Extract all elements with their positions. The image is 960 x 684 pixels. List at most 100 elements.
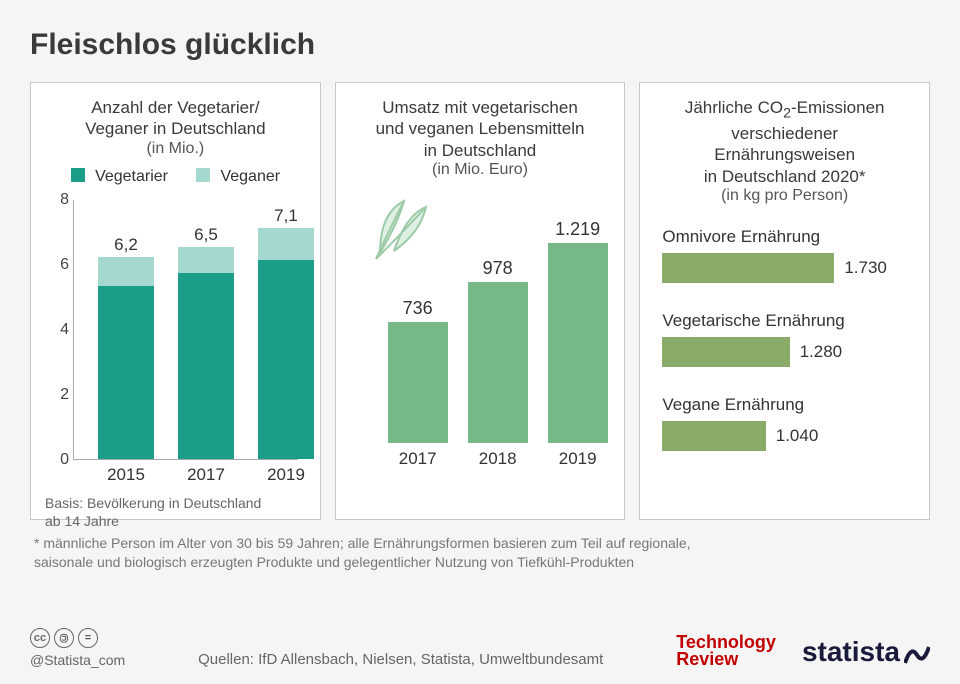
y-tick: 2 (60, 386, 69, 404)
panel3-title-part1b: -Emissionen (791, 98, 885, 117)
page-title: Fleischlos glücklich (30, 28, 930, 62)
y-tick: 0 (60, 451, 69, 469)
co2-item-name: Omnivore Ernährung (662, 227, 907, 247)
cc-icon: cc (30, 628, 50, 648)
panel2-title: Umsatz mit vegetarischen und veganen Leb… (350, 97, 611, 161)
co2-value-label: 1.040 (776, 426, 819, 446)
y-tick: 4 (60, 321, 69, 339)
statista-logo: statista (802, 636, 930, 668)
footer-brands: Technology Review statista (676, 634, 930, 668)
bar-seg-veganer (258, 228, 314, 261)
co2-bar (662, 337, 789, 367)
x-category: 2019 (548, 449, 608, 469)
co2-value-label: 1.280 (800, 342, 843, 362)
co2-item: Omnivore Ernährung 1.730 (662, 227, 907, 283)
panel1-title: Anzahl der Vegetarier/ Veganer in Deutsc… (45, 97, 306, 140)
infographic-page: Fleischlos glücklich Anzahl der Vegetari… (0, 0, 960, 684)
co2-item: Vegetarische Ernährung 1.280 (662, 311, 907, 367)
y-tick: 8 (60, 191, 69, 209)
sources-text: IfD Allensbach, Nielsen, Statista, Umwel… (258, 651, 603, 668)
x-category: 2015 (98, 465, 154, 485)
bar-total-label: 6,5 (178, 225, 234, 245)
bar-seg-vegetarier (98, 286, 154, 458)
panel1-basis-note: Basis: Bevölkerung in Deutschland ab 14 … (45, 494, 306, 530)
panel2-chart-area: 736201797820181.2192019 (360, 193, 601, 473)
footer-left: cc 🄯 = @Statista_com (30, 628, 125, 668)
technology-review-logo: Technology Review (676, 634, 776, 668)
sales-bar: 9782018 (468, 282, 528, 443)
legend-swatch-veganer (196, 168, 210, 182)
sources: Quellen: IfD Allensbach, Nielsen, Statis… (198, 651, 603, 668)
bar-seg-veganer (98, 257, 154, 286)
co2-item-name: Vegane Ernährung (662, 395, 907, 415)
panel3-title-line2: verschiedener (731, 124, 838, 143)
co2-item-row: 1.040 (662, 421, 907, 451)
stacked-bar: 7,12019 (258, 228, 314, 459)
x-category: 2017 (178, 465, 234, 485)
panel3-bar-list: Omnivore Ernährung 1.730 Vegetarische Ernä… (654, 227, 915, 451)
panel3-subtitle: (in kg pro Person) (654, 187, 915, 205)
legend-label-veganer: Veganer (220, 168, 280, 185)
legend-item-vegetarier: Vegetarier (71, 168, 168, 186)
bar-fill (468, 282, 528, 443)
panel2-title-line2: und veganen Lebensmitteln (376, 119, 585, 138)
co2-item-row: 1.280 (662, 337, 907, 367)
panel-co2: Jährliche CO2-Emissionen verschiedener E… (639, 82, 930, 520)
footnote-line2: saisonale und biologisch erzeugten Produ… (34, 554, 634, 570)
x-category: 2019 (258, 465, 314, 485)
x-category: 2018 (468, 449, 528, 469)
panel-sales: Umsatz mit vegetarischen und veganen Leb… (335, 82, 626, 520)
bar-total-label: 7,1 (258, 206, 314, 226)
sales-bar: 7362017 (388, 322, 448, 443)
panel1-note-line1: Basis: Bevölkerung in Deutschland (45, 495, 261, 511)
y-tick: 6 (60, 256, 69, 274)
legend-label-vegetarier: Vegetarier (95, 168, 168, 185)
co2-bar (662, 421, 765, 451)
co2-value-label: 1.730 (844, 258, 887, 278)
panel1-legend: Vegetarier Veganer (45, 168, 306, 186)
panel3-title-line4: in Deutschland 2020* (704, 167, 866, 186)
cc-by-icon: 🄯 (54, 628, 74, 648)
statista-wave-icon (904, 640, 930, 672)
bar-seg-vegetarier (258, 260, 314, 458)
panel1-title-line2: Veganer in Deutschland (85, 119, 266, 138)
panel-vegetarians-count: Anzahl der Vegetarier/ Veganer in Deutsc… (30, 82, 321, 520)
stacked-bar: 6,52017 (178, 247, 234, 458)
co2-item-row: 1.730 (662, 253, 907, 283)
panels-row: Anzahl der Vegetarier/ Veganer in Deutsc… (30, 82, 930, 520)
sources-label: Quellen: (198, 651, 254, 668)
panel1-note-line2: ab 14 Jahre (45, 513, 119, 529)
bar-seg-veganer (178, 247, 234, 273)
panel2-subtitle: (in Mio. Euro) (350, 161, 611, 179)
footnote: * männliche Person im Alter von 30 bis 5… (30, 534, 930, 572)
panel2-title-line3: in Deutschland (424, 141, 536, 160)
bar-seg-vegetarier (178, 273, 234, 458)
x-category: 2017 (388, 449, 448, 469)
legend-item-veganer: Veganer (196, 168, 280, 186)
cc-nd-icon: = (78, 628, 98, 648)
vegan-leaf-icon (370, 193, 434, 263)
co2-bar (662, 253, 834, 283)
panel1-subtitle: (in Mio.) (45, 140, 306, 158)
bar-value-label: 978 (468, 258, 528, 279)
tr-line2: Review (676, 649, 738, 669)
bar-total-label: 6,2 (98, 235, 154, 255)
bar-fill (388, 322, 448, 443)
stacked-bar: 6,22015 (98, 257, 154, 459)
footnote-line1: * männliche Person im Alter von 30 bis 5… (34, 535, 691, 551)
panel2-title-line1: Umsatz mit vegetarischen (382, 98, 578, 117)
footer-row: cc 🄯 = @Statista_com Quellen: IfD Allens… (30, 628, 930, 668)
panel3-title-part1: Jährliche CO (685, 98, 783, 117)
legend-swatch-vegetarier (71, 168, 85, 182)
panel3-title: Jährliche CO2-Emissionen verschiedener E… (654, 97, 915, 187)
statista-text: statista (802, 636, 900, 668)
panel1-plot: 6,220156,520177,12019 (73, 200, 298, 460)
panel1-y-axis: 02468 (49, 200, 73, 460)
co2-item-name: Vegetarische Ernährung (662, 311, 907, 331)
panel3-title-line3: Ernährungsweisen (714, 145, 855, 164)
panel3-title-sub2: 2 (783, 105, 791, 121)
sales-bar: 1.2192019 (548, 243, 608, 443)
co2-item: Vegane Ernährung 1.040 (662, 395, 907, 451)
bar-value-label: 736 (388, 298, 448, 319)
panel1-title-line1: Anzahl der Vegetarier/ (91, 98, 259, 117)
